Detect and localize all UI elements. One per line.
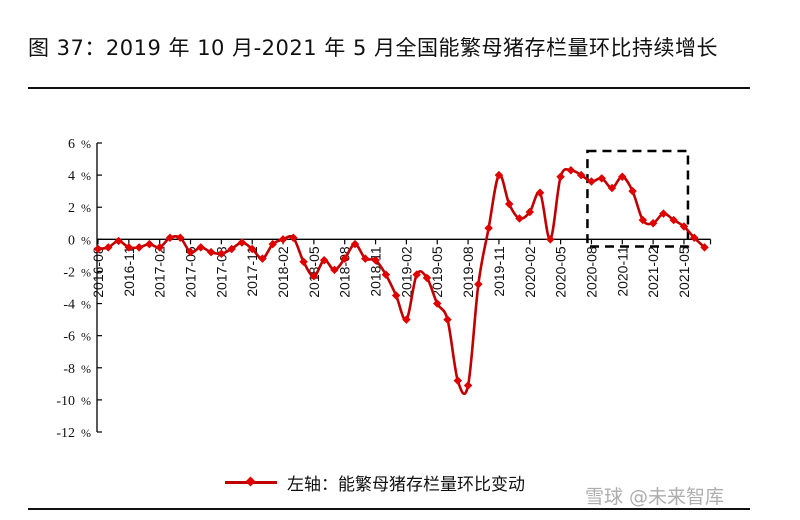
data-point (114, 236, 123, 246)
y-tick-label: -8 (63, 362, 75, 377)
y-tick-label: -6 (63, 330, 75, 345)
x-tick-label: 2018-05 (306, 246, 322, 298)
data-point (227, 244, 236, 254)
data-point (340, 254, 349, 263)
data-point (432, 299, 442, 308)
data-point (566, 166, 576, 175)
data-point (494, 170, 504, 180)
watermark: 雪球 @未来智库 (585, 486, 725, 508)
data-point (247, 244, 257, 254)
y-tick-percent: % (81, 394, 91, 408)
y-tick-percent: % (81, 137, 91, 151)
data-point (484, 223, 493, 233)
data-point (371, 255, 380, 265)
y-tick-label: -10 (56, 394, 75, 409)
title-rule (28, 87, 750, 89)
data-point (443, 315, 452, 324)
y-tick-percent: % (81, 298, 91, 312)
data-point (237, 238, 247, 247)
x-tick-label: 2016-11 (121, 246, 137, 297)
data-point (463, 381, 473, 390)
data-point (93, 244, 103, 254)
y-tick-label: 0 (68, 233, 75, 248)
x-tick-label: 2018-11 (368, 246, 384, 297)
x-tick-label: 2017-02 (152, 246, 168, 298)
x-tick-label: 2020-11 (614, 246, 630, 297)
data-point (474, 280, 483, 289)
data-point (381, 270, 391, 279)
x-tick-label: 2021-02 (645, 246, 661, 298)
data-point (258, 254, 267, 263)
x-tick-label: 2020-02 (522, 246, 538, 298)
x-tick-label: 2021-05 (676, 246, 692, 298)
data-point (206, 247, 216, 257)
y-tick-percent: % (81, 426, 91, 440)
y-tick-label: -4 (63, 298, 75, 313)
data-point (453, 376, 463, 385)
x-tick-label: 2019-08 (460, 246, 476, 298)
x-tick-label: 2017-11 (244, 246, 260, 297)
data-point (391, 291, 401, 300)
x-tick-label: 2018-02 (275, 246, 291, 298)
y-tick-label: -12 (56, 426, 75, 441)
x-tick-label: 2018-08 (337, 246, 353, 298)
x-tick-label: 2016-08 (90, 246, 106, 298)
x-tick-label: 2020-05 (553, 246, 569, 298)
y-tick-label: 2 (68, 201, 75, 216)
data-point (124, 243, 134, 252)
data-point (268, 239, 278, 249)
data-point (628, 186, 637, 196)
data-point (196, 243, 206, 252)
data-point (361, 254, 370, 263)
data-point (289, 233, 298, 242)
data-point (104, 243, 113, 252)
figure-title: 图 37：2019 年 10 月-2021 年 5 月全国能繁母猪存栏量环比持续… (28, 36, 718, 60)
data-point (145, 239, 154, 249)
y-tick-percent: % (81, 201, 91, 215)
x-tick-label: 2019-11 (491, 246, 507, 297)
y-tick-label: 4 (68, 169, 75, 184)
legend-label: 左轴：能繁母猪存栏量环比变动 (287, 475, 525, 495)
data-point (165, 233, 175, 242)
data-point (186, 247, 195, 257)
x-tick-label: 2019-05 (429, 246, 445, 298)
x-tick-label: 2017-08 (213, 246, 229, 298)
x-tick-label: 2017-05 (183, 246, 199, 298)
data-point (556, 172, 565, 181)
x-tick-label: 2019-02 (398, 246, 414, 298)
data-point (278, 235, 288, 244)
legend-line-marker (225, 481, 277, 484)
highlight-dashed-box (586, 149, 690, 248)
x-tick-label: 2020-08 (583, 246, 599, 298)
data-point (330, 265, 339, 275)
y-tick-percent: % (81, 265, 91, 279)
data-point (309, 272, 319, 281)
y-tick-percent: % (81, 169, 91, 183)
data-point (504, 199, 514, 209)
data-point (299, 257, 308, 267)
y-tick-percent: % (81, 233, 91, 247)
bottom-rule (28, 508, 750, 510)
data-point (175, 233, 185, 242)
y-tick-percent: % (81, 362, 91, 376)
data-point (412, 270, 421, 279)
y-tick-label: -2 (63, 265, 75, 280)
data-point (422, 273, 432, 283)
data-point (319, 255, 329, 265)
data-point (402, 315, 411, 324)
data-point (350, 239, 360, 249)
data-point (134, 243, 144, 252)
legend: 左轴：能繁母猪存栏量环比变动 (225, 470, 525, 495)
data-point (155, 243, 164, 252)
y-tick-percent: % (81, 330, 91, 344)
y-tick-label: 6 (68, 137, 75, 152)
